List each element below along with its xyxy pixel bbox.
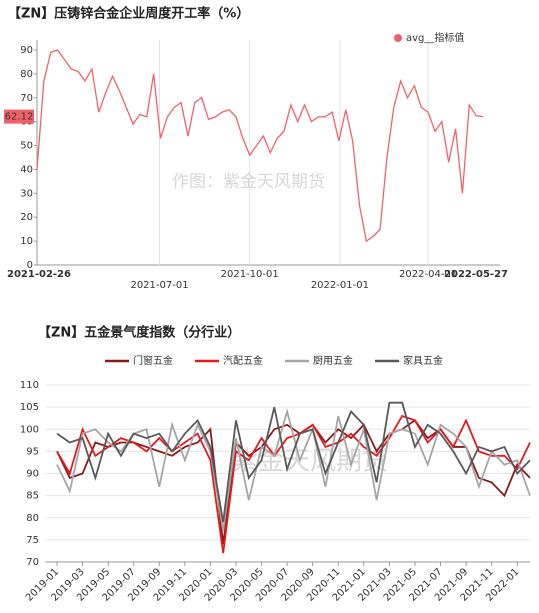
- legend-label: 厨用五金: [313, 354, 353, 367]
- y-tick-label: 80: [20, 69, 33, 80]
- legend-label: 家具五金: [403, 354, 443, 367]
- x-tick-label: 2022-05-27: [444, 269, 508, 280]
- x-tick-label: 2021-07-01: [130, 280, 188, 291]
- y-tick-label: 30: [20, 188, 33, 199]
- y-tick-label: 105: [20, 402, 39, 413]
- chart-title: 【ZN】五金景气度指数（分行业）: [38, 325, 240, 341]
- last-value-box: [4, 109, 34, 124]
- x-tick-label: 2022-01-01: [311, 280, 369, 291]
- y-tick-label: 50: [20, 141, 33, 152]
- series-line: [56, 408, 531, 532]
- chart-title: 【ZN】压铸锌合金企业周度开工率（%）: [8, 6, 249, 22]
- y-tick-label: 80: [26, 513, 39, 524]
- watermark: 作图：紫金天风期货: [172, 172, 325, 192]
- y-tick-label: 90: [26, 469, 39, 480]
- y-tick-label: 70: [20, 93, 33, 104]
- y-tick-label: 10: [20, 236, 33, 247]
- x-tick-label: 2021-02-26: [7, 269, 71, 280]
- y-tick-label: 75: [26, 535, 39, 546]
- y-tick-label: 100: [20, 424, 39, 435]
- series-line: [56, 401, 531, 523]
- y-tick-label: 70: [26, 557, 39, 568]
- x-tick-label: 2021-10-01: [221, 269, 279, 280]
- y-tick-label: 90: [20, 45, 33, 56]
- last-value-label: 62.12: [5, 112, 34, 123]
- legend-marker: [394, 34, 402, 42]
- y-tick-label: 40: [20, 164, 33, 175]
- x-tick-label: 2022-04-01: [399, 269, 457, 280]
- legend-label: 门窗五金: [133, 354, 173, 367]
- legend-label: 汽配五金: [223, 354, 263, 367]
- y-tick-label: 20: [20, 212, 33, 223]
- y-tick-label: 95: [26, 446, 39, 457]
- series-line: [36, 49, 484, 243]
- y-tick-label: 85: [26, 491, 39, 502]
- y-tick-label: 110: [20, 380, 39, 391]
- legend-label: avg__指标值: [406, 31, 464, 44]
- y-tick-label: 0: [27, 260, 33, 271]
